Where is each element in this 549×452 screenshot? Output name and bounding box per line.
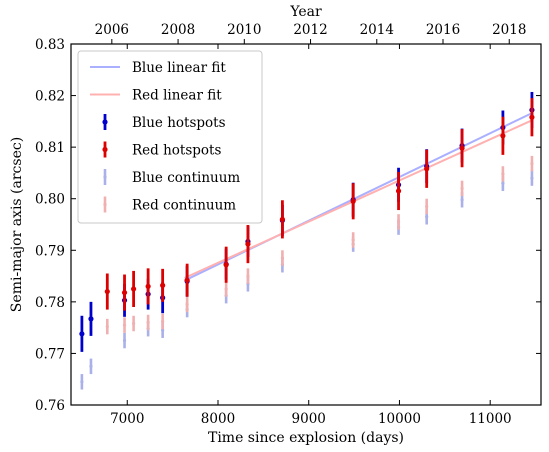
y-tick-label: 0.79 — [35, 243, 65, 259]
red-hotspots-point — [145, 283, 151, 289]
red-continuum-point — [246, 274, 250, 278]
legend-label-blue-hotspots: Blue hotspots — [132, 115, 226, 131]
legend-label-red-hotspots: Red hotspots — [132, 143, 221, 159]
blue-continuum-point — [80, 380, 84, 384]
fit-lines — [184, 112, 533, 282]
x-tick-label: 11000 — [469, 411, 512, 427]
axes: 7000 8000 9000 10000 11000 2006 2008 2010 2012 20… — [35, 22, 541, 427]
y-tick-label: 0.78 — [35, 295, 65, 311]
red-hotspots-point — [529, 114, 535, 120]
legend-marker-red-hotspots — [102, 146, 108, 153]
red-continuum-point — [460, 186, 464, 190]
red-hotspots-point — [500, 133, 506, 139]
top-x-tick-label: 2018 — [492, 22, 526, 38]
legend-marker-red-continuum — [103, 202, 107, 207]
red-hotspots-point — [121, 289, 128, 296]
red-continuum-point — [146, 320, 150, 325]
plot-frame — [70, 43, 542, 406]
red-hotspots-point — [279, 216, 286, 222]
legend-label-blue-linear-fit: Blue linear fit — [132, 60, 226, 76]
y-tick-label: 0.77 — [35, 346, 65, 362]
blue-continuum-point — [501, 181, 505, 185]
red-continuum-point — [185, 302, 189, 307]
blue-continuum-point — [89, 364, 93, 368]
top-x-tick-label: 2016 — [426, 22, 460, 38]
x-tick-label: 8000 — [201, 411, 235, 427]
red-continuum-point — [132, 321, 136, 326]
red-hotspots-point — [184, 277, 190, 283]
red-continuum-point — [161, 319, 165, 324]
legend: Blue linear fit Red linear fit Blue hotspo… — [77, 50, 263, 224]
y-tick-label: 0.76 — [35, 398, 65, 414]
red-hotspots-point — [245, 241, 251, 247]
fit-line-red-linear-fit — [184, 119, 533, 279]
top-x-axis-label: Year — [289, 4, 322, 20]
blue-continuum-point — [460, 198, 464, 202]
red-continuum-point — [105, 325, 109, 329]
blue-continuum-point — [425, 215, 429, 219]
y-axis-label: Semi-major axis (arcsec) — [9, 137, 25, 312]
top-x-tick-label: 2006 — [95, 22, 129, 38]
top-x-tick-label: 2010 — [227, 22, 261, 38]
red-hotspots-point — [424, 166, 430, 172]
red-hotspots-point — [395, 188, 402, 194]
red-continuum-point — [351, 238, 355, 242]
legend-marker-blue-continuum — [103, 175, 107, 179]
x-tick-label: 7000 — [110, 411, 144, 427]
blue-continuum-point — [122, 338, 127, 343]
red-continuum-point — [396, 220, 401, 224]
red-continuum-point — [224, 287, 228, 291]
red-continuum-point — [122, 323, 127, 327]
legend-label-red-continuum: Red continuum — [132, 198, 236, 214]
red-continuum-point — [530, 162, 534, 166]
data-points — [79, 91, 535, 390]
red-hotspots-point — [160, 282, 166, 288]
blue-continuum-point — [530, 176, 534, 180]
top-x-tick-label: 2012 — [293, 22, 327, 38]
blue-continuum-point — [161, 328, 165, 332]
red-continuum-point — [280, 256, 285, 260]
legend-label-red-linear-fit: Red linear fit — [132, 88, 222, 104]
legend-box — [77, 50, 263, 224]
x-tick-label: 9000 — [292, 411, 326, 427]
x-axis-label: Time since explosion (days) — [208, 430, 404, 446]
y-tick-label: 0.80 — [35, 192, 65, 208]
blue-hotspots-point — [88, 316, 94, 322]
red-hotspots-point — [350, 198, 356, 204]
y-tick-label: 0.82 — [35, 89, 65, 105]
top-x-tick-label: 2008 — [161, 22, 195, 38]
red-hotspots-point — [223, 262, 229, 268]
top-x-tick-label: 2014 — [360, 22, 394, 38]
red-continuum-point — [501, 172, 505, 176]
red-hotspots-point — [459, 145, 465, 151]
blue-hotspots-point — [79, 331, 85, 337]
red-continuum-point — [425, 204, 429, 209]
x-tick-label: 10000 — [378, 411, 421, 427]
legend-marker-blue-hotspots — [102, 119, 108, 125]
red-hotspots-point — [104, 288, 110, 295]
legend-label-blue-continuum: Blue continuum — [132, 170, 240, 186]
y-tick-label: 0.81 — [35, 140, 65, 156]
red-hotspots-point — [131, 286, 137, 292]
y-tick-label: 0.83 — [35, 37, 65, 53]
